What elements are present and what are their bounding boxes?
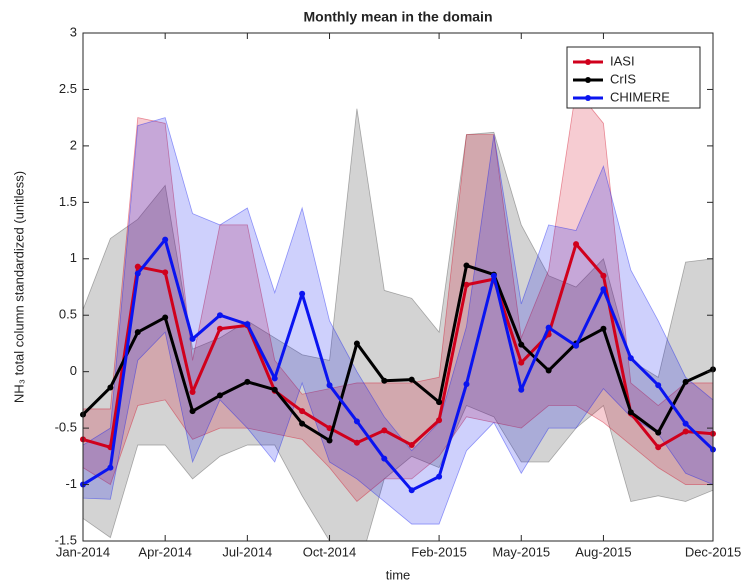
data-point: [134, 270, 141, 277]
data-point: [436, 473, 443, 480]
legend-label: IASI: [610, 53, 635, 68]
uncertainty-band: [83, 117, 713, 525]
data-point: [545, 324, 552, 331]
data-point: [353, 418, 360, 425]
y-axis-label: NH₃ total column standardized (unitless): [11, 171, 26, 403]
data-point: [162, 314, 169, 321]
y-tick-label: 1: [70, 250, 77, 265]
y-tick-label: 0.5: [59, 307, 77, 322]
data-point: [216, 325, 223, 332]
data-point: [408, 487, 415, 494]
x-tick-label: Jan-2014: [56, 544, 110, 559]
data-point: [189, 335, 196, 342]
legend-marker: [585, 95, 591, 101]
data-point: [381, 377, 388, 384]
data-point: [655, 429, 662, 436]
data-point: [189, 388, 196, 395]
data-point: [326, 437, 333, 444]
data-point: [216, 392, 223, 399]
x-tick-label: May-2015: [492, 544, 550, 559]
y-tick-label: -0.5: [55, 420, 77, 435]
data-point: [600, 286, 607, 293]
chart-title: Monthly mean in the domain: [303, 9, 492, 25]
lines: [80, 236, 716, 494]
data-point: [299, 408, 306, 415]
data-point: [600, 325, 607, 332]
data-point: [682, 378, 689, 385]
data-point: [655, 444, 662, 451]
data-point: [326, 425, 333, 432]
x-tick-label: Dec-2015: [685, 544, 741, 559]
data-point: [408, 442, 415, 449]
data-point: [353, 340, 360, 347]
data-point: [518, 359, 525, 366]
data-point: [545, 367, 552, 374]
data-point: [244, 378, 251, 385]
data-point: [573, 241, 580, 248]
data-point: [299, 290, 306, 297]
data-point: [326, 382, 333, 389]
x-tick-label: Jul-2014: [222, 544, 272, 559]
data-point: [573, 342, 580, 349]
data-point: [162, 236, 169, 243]
axes-box: [82, 32, 714, 542]
y-tick-label: -1.5: [55, 532, 77, 547]
data-point: [463, 381, 470, 388]
data-point: [627, 355, 634, 362]
data-point: [353, 439, 360, 446]
data-point: [381, 455, 388, 462]
legend-marker: [585, 77, 591, 83]
data-point: [490, 272, 497, 279]
data-point: [463, 262, 470, 269]
x-tick-label: Oct-2014: [303, 544, 356, 559]
y-tick-label: 2: [70, 137, 77, 152]
data-point: [518, 386, 525, 393]
data-point: [134, 329, 141, 336]
uncertainty-band: [83, 88, 713, 503]
y-tick-label: 3: [70, 24, 77, 39]
bands: [83, 88, 713, 541]
data-point: [299, 420, 306, 427]
data-point: [682, 420, 689, 427]
x-tick-label: Feb-2015: [411, 544, 467, 559]
data-point: [244, 321, 251, 328]
data-point: [518, 341, 525, 348]
data-point: [408, 376, 415, 383]
data-point: [682, 428, 689, 435]
data-point: [216, 312, 223, 319]
legend-label: CrIS: [610, 71, 636, 86]
data-point: [655, 382, 662, 389]
y-tick-label: 0: [70, 363, 77, 378]
y-tick-label: 2.5: [59, 81, 77, 96]
data-point: [627, 409, 634, 416]
x-tick-label: Apr-2014: [138, 544, 191, 559]
data-point: [189, 408, 196, 415]
series-line: [81, 264, 714, 443]
data-point: [600, 272, 607, 279]
data-point: [271, 375, 278, 382]
uncertainty-band: [83, 108, 713, 541]
series-line: [82, 238, 715, 492]
data-point: [271, 386, 278, 393]
data-point: [107, 464, 114, 471]
legend-marker: [585, 59, 591, 65]
data-point: [436, 399, 443, 406]
data-point: [134, 263, 141, 270]
data-point: [381, 427, 388, 434]
data-point: [436, 417, 443, 424]
x-tick-label: Aug-2015: [575, 544, 631, 559]
legend-label: CHIMERE: [610, 89, 670, 104]
x-axis-label: time: [386, 567, 411, 582]
data-point: [162, 269, 169, 276]
y-tick-label: 1.5: [59, 194, 77, 209]
data-point: [463, 281, 470, 288]
y-tick-label: -1: [65, 476, 77, 491]
data-point: [107, 384, 114, 391]
